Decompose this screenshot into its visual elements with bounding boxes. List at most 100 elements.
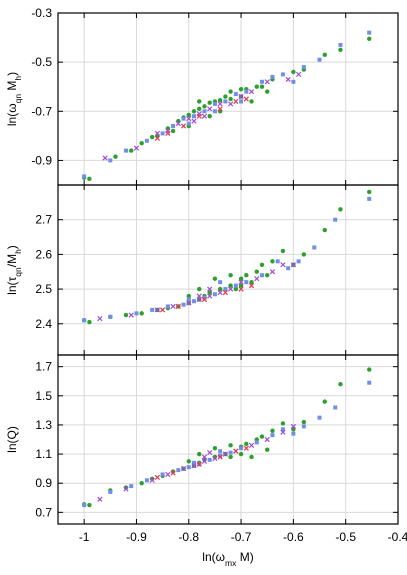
data-point [367, 189, 372, 195]
data-point [317, 415, 322, 420]
data-point [170, 128, 176, 134]
data-point [201, 296, 208, 303]
data-point [291, 431, 296, 436]
data-point [217, 286, 223, 292]
data-point [254, 276, 260, 282]
data-point [207, 457, 212, 462]
data-point [197, 451, 202, 457]
data-point [149, 134, 155, 140]
y-tick-label: -0.3 [31, 6, 52, 20]
data-point [134, 311, 139, 316]
plot-frame-bottom [57, 354, 399, 525]
data-point [186, 121, 191, 126]
data-point [280, 429, 286, 435]
data-point [285, 76, 291, 82]
series-bottom-1 [82, 380, 372, 508]
data-point [197, 99, 202, 104]
data-point [128, 312, 134, 318]
data-point [154, 135, 161, 141]
data-point [217, 106, 223, 112]
data-point [243, 96, 249, 102]
y-tick-label: 2.6 [35, 247, 52, 261]
data-point [238, 93, 244, 100]
data-point [280, 421, 286, 426]
data-point [264, 79, 270, 85]
series-middle-0 [81, 189, 372, 325]
data-point [238, 279, 244, 285]
data-point [165, 304, 170, 309]
data-point [191, 118, 197, 124]
data-point [338, 381, 343, 387]
data-point [291, 69, 296, 75]
data-point [180, 466, 187, 472]
data-point [264, 436, 270, 443]
data-point [260, 273, 264, 278]
grid-bottom [58, 355, 398, 524]
data-point [123, 312, 129, 318]
y-tick-label: 1.5 [35, 389, 52, 403]
data-point [176, 468, 181, 473]
data-point [207, 106, 213, 112]
data-point [171, 124, 176, 129]
y-tick-label: 1.1 [35, 447, 52, 461]
y-tick-label: 1.7 [35, 360, 52, 374]
data-point [301, 419, 307, 425]
data-point [160, 131, 165, 136]
x-tick-label: -0.7 [231, 530, 252, 544]
series-top-2 [102, 71, 302, 161]
data-point [218, 449, 223, 454]
data-point [333, 405, 338, 410]
data-point [191, 109, 197, 114]
data-point [233, 98, 239, 105]
data-point [212, 292, 217, 297]
grid-middle [58, 185, 398, 355]
data-point [108, 314, 113, 319]
data-point [322, 227, 327, 233]
series-bottom-3 [154, 445, 249, 481]
data-point [233, 286, 239, 292]
data-point [280, 248, 286, 254]
data-point [333, 217, 338, 222]
data-point [322, 399, 327, 404]
data-point [154, 474, 161, 481]
plot-frame-middle [57, 184, 399, 356]
data-point [139, 141, 144, 146]
grid-top [58, 13, 398, 185]
data-point [290, 423, 297, 430]
data-point [233, 448, 239, 454]
data-point [207, 286, 213, 292]
data-point [223, 94, 228, 99]
data-point [280, 427, 285, 432]
y-tick-label: 2.7 [35, 213, 52, 227]
data-point [212, 276, 218, 281]
data-point [227, 286, 234, 292]
data-point [201, 454, 208, 460]
data-point [186, 465, 191, 470]
data-point [223, 287, 228, 292]
y-tick-label: 0.7 [35, 505, 52, 519]
data-point [222, 289, 229, 296]
data-point [212, 455, 218, 462]
data-point [260, 79, 264, 84]
data-point [222, 451, 229, 457]
data-point [223, 99, 228, 104]
data-point [202, 109, 207, 114]
data-point [129, 484, 134, 489]
data-point [82, 174, 87, 179]
data-point [129, 148, 134, 153]
data-point [212, 109, 217, 114]
data-point [259, 434, 265, 439]
data-point [154, 307, 161, 313]
data-point [291, 79, 296, 84]
x-tick-label: -0.4 [388, 530, 407, 544]
data-point [196, 113, 202, 119]
data-point [248, 89, 255, 95]
y-tick-label: 1.3 [35, 418, 52, 432]
data-point [265, 447, 270, 452]
data-point [295, 71, 302, 78]
data-point [270, 259, 275, 264]
data-point [170, 303, 176, 310]
series-bottom-2 [97, 423, 297, 502]
data-point [228, 89, 233, 94]
data-point [233, 92, 238, 97]
